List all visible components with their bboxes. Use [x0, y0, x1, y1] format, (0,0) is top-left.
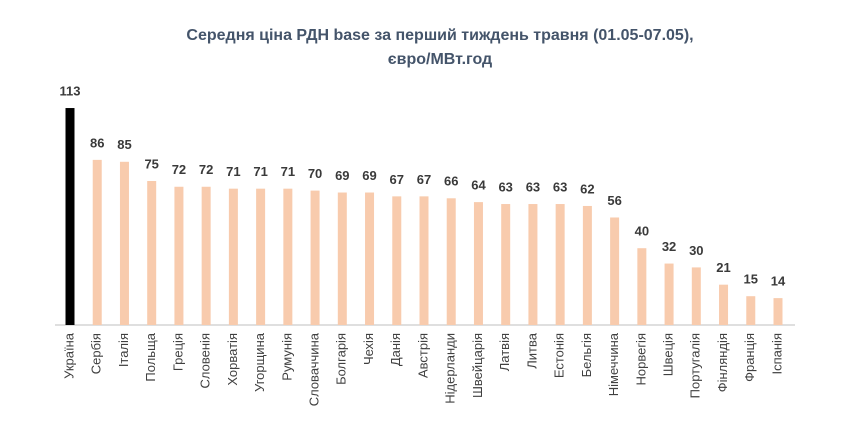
- x-tick-label: Латвія: [497, 333, 512, 371]
- x-tick-label: Швейцарія: [470, 333, 485, 398]
- bar: [119, 161, 129, 325]
- bar: [283, 188, 293, 325]
- value-label: 63: [526, 179, 540, 194]
- bar: [746, 296, 756, 325]
- value-label: 15: [744, 272, 758, 287]
- value-label: 32: [662, 239, 676, 254]
- bar: [65, 108, 75, 325]
- x-tick-label: Україна: [61, 332, 76, 379]
- bar: [773, 298, 783, 325]
- value-label: 71: [226, 164, 240, 179]
- value-label: 71: [253, 164, 267, 179]
- value-label: 40: [635, 224, 649, 239]
- x-tick-label: Італія: [116, 333, 131, 367]
- value-label: 67: [417, 172, 431, 187]
- value-label: 62: [580, 181, 594, 196]
- bar: [719, 284, 729, 325]
- bar: [446, 198, 456, 325]
- value-label: 21: [716, 260, 730, 275]
- bar: [92, 159, 102, 325]
- value-label: 86: [90, 135, 104, 150]
- x-tick-label: Норвегія: [633, 333, 648, 386]
- x-tick-label: Бельгія: [579, 333, 594, 377]
- bar: [365, 192, 375, 325]
- value-label: 56: [607, 193, 621, 208]
- x-tick-label: Чехія: [361, 333, 376, 365]
- value-label: 72: [199, 162, 213, 177]
- bar: [310, 190, 320, 325]
- x-tick-label: Фінляндія: [715, 333, 730, 392]
- x-tick-label: Австрія: [415, 333, 430, 378]
- value-label: 69: [335, 168, 349, 183]
- x-tick-label: Румунія: [279, 333, 294, 381]
- x-tick-label: Швеція: [661, 333, 676, 376]
- x-tick-label: Німеччина: [606, 332, 621, 396]
- value-label: 113: [60, 83, 81, 98]
- value-label: 69: [362, 168, 376, 183]
- bar: [228, 188, 238, 325]
- value-label: 71: [281, 164, 295, 179]
- bar: [392, 196, 402, 325]
- value-label: 70: [308, 166, 322, 181]
- value-label: 30: [689, 243, 703, 258]
- x-tick-label: Словаччина: [307, 332, 322, 406]
- value-label: 75: [144, 156, 158, 171]
- bar: [501, 204, 511, 325]
- value-label: 67: [390, 172, 404, 187]
- value-label: 63: [498, 179, 512, 194]
- bar: [473, 202, 483, 325]
- chart-title: євро/МВт.год: [388, 51, 492, 68]
- value-label: 85: [117, 137, 131, 152]
- value-label: 64: [471, 178, 486, 193]
- bar: [691, 267, 701, 325]
- bar: [256, 188, 266, 325]
- x-tick-label: Хорватія: [225, 333, 240, 386]
- x-tick-label: Литва: [524, 332, 539, 369]
- x-tick-label: Сербія: [89, 333, 104, 374]
- bar: [582, 205, 592, 325]
- x-tick-label: Словенія: [198, 333, 213, 388]
- value-label: 14: [771, 274, 786, 289]
- bar: [664, 263, 674, 325]
- chart-title: Середня ціна РДН base за перший тиждень …: [186, 27, 693, 44]
- x-tick-label: Іспанія: [769, 333, 784, 375]
- value-label: 72: [172, 162, 186, 177]
- value-label: 63: [553, 179, 567, 194]
- bar: [174, 186, 184, 325]
- bar: [201, 186, 211, 325]
- x-tick-label: Греція: [170, 333, 185, 371]
- bar: [555, 204, 565, 325]
- x-tick-label: Естонія: [552, 333, 567, 378]
- x-tick-label: Нідерланди: [443, 333, 458, 404]
- bar: [637, 248, 647, 325]
- x-tick-label: Болгарія: [334, 333, 349, 385]
- bar: [147, 181, 157, 325]
- value-label: 66: [444, 174, 458, 189]
- x-tick-label: Франція: [742, 333, 757, 382]
- x-tick-label: Данія: [388, 333, 403, 366]
- bar: [610, 217, 620, 325]
- x-tick-label: Португалія: [688, 333, 703, 398]
- bar: [528, 204, 538, 325]
- x-tick-label: Польща: [143, 332, 158, 381]
- x-tick-label: Угорщина: [252, 332, 267, 392]
- bar: [337, 192, 347, 325]
- bar: [419, 196, 429, 325]
